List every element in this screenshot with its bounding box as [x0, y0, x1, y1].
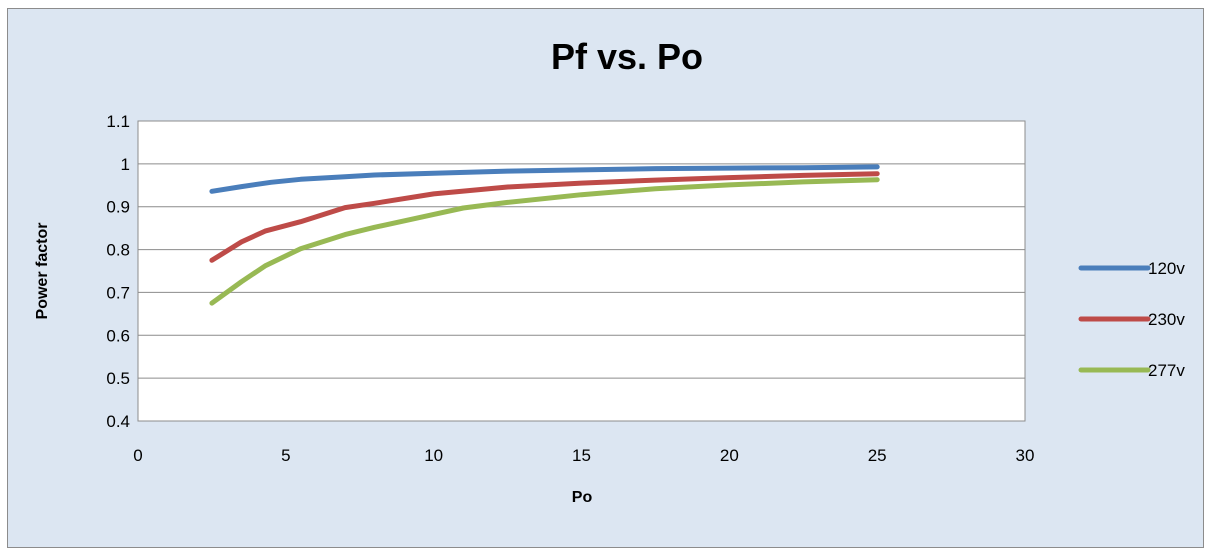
chart-area: Pf vs. Po 0.4 0.5 0.6 0.7 0.8 0.9 1 1.1 0 5 10 15 20… [7, 8, 1204, 548]
chart-svg: Pf vs. Po 0.4 0.5 0.6 0.7 0.8 0.9 1 1.1 0 5 10 15 20… [34, 36, 1185, 506]
x-tick-label: 25 [868, 446, 887, 465]
y-tick-label: 1 [121, 155, 130, 174]
plot-area [137, 120, 1026, 422]
y-tick-label: 0.5 [106, 369, 130, 388]
y-tick-label: 0.4 [106, 412, 130, 431]
series-line-230v [209, 171, 880, 263]
y-tick-label: 0.8 [106, 241, 130, 260]
x-tick-label: 20 [720, 446, 739, 465]
series-layer [209, 164, 880, 306]
y-tick-label: 0.7 [106, 283, 130, 302]
tick-layer: 0.4 0.5 0.6 0.7 0.8 0.9 1 1.1 0 5 10 15 20 25 30 [106, 112, 1034, 465]
series-line-277v [209, 177, 880, 306]
legend-label-230v: 230v [1148, 310, 1185, 329]
legend-label-277v: 277v [1148, 361, 1185, 380]
y-tick-label: 1.1 [106, 112, 130, 131]
x-tick-label: 15 [572, 446, 591, 465]
legend-label-120v: 120v [1148, 259, 1185, 278]
x-tick-label: 10 [424, 446, 443, 465]
chart-title: Pf vs. Po [551, 36, 703, 77]
x-tick-label: 5 [281, 446, 290, 465]
y-tick-label: 0.9 [106, 198, 130, 217]
y-axis-title: Power factor [34, 223, 51, 320]
legend: 120v 230v 277v [1078, 259, 1185, 380]
series-line-120v [209, 164, 880, 194]
x-tick-label: 0 [133, 446, 142, 465]
x-tick-label: 30 [1016, 446, 1035, 465]
y-tick-label: 0.6 [106, 326, 130, 345]
x-axis-title: Po [572, 489, 593, 506]
grid-layer [138, 120, 1025, 379]
